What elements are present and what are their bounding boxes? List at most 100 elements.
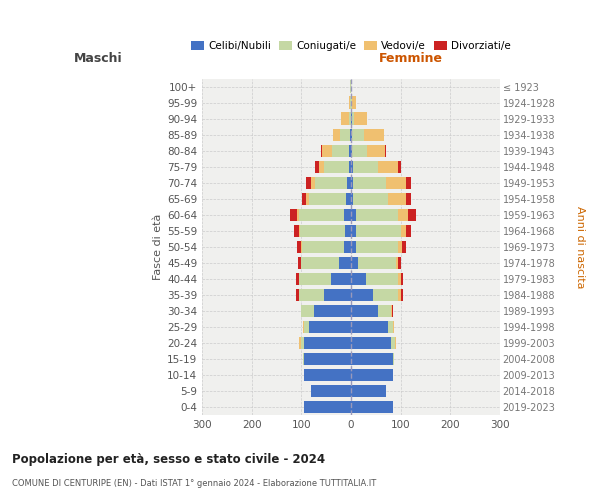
Bar	[351, 208, 356, 221]
Bar	[356, 208, 398, 221]
Bar	[323, 160, 349, 173]
Bar	[366, 272, 398, 285]
Bar	[319, 160, 323, 173]
Bar	[402, 240, 406, 253]
Y-axis label: Anni di nascita: Anni di nascita	[575, 206, 585, 288]
Bar	[311, 176, 315, 189]
Bar	[385, 144, 386, 157]
Bar	[298, 240, 301, 253]
Bar	[303, 321, 304, 334]
Bar	[367, 144, 385, 157]
Bar	[401, 272, 403, 285]
Bar	[351, 144, 352, 157]
Text: Maschi: Maschi	[74, 52, 122, 65]
Bar	[351, 321, 388, 334]
Bar	[398, 208, 408, 221]
Bar	[304, 321, 309, 334]
Bar	[306, 176, 311, 189]
Bar	[349, 96, 350, 109]
Bar	[309, 192, 346, 205]
Bar	[350, 96, 351, 109]
Bar	[364, 128, 384, 141]
Bar	[388, 321, 393, 334]
Bar	[351, 112, 352, 125]
Bar	[401, 288, 403, 301]
Bar	[351, 256, 358, 269]
Bar	[386, 176, 406, 189]
Bar	[304, 353, 351, 366]
Bar	[351, 128, 352, 141]
Bar	[351, 401, 393, 413]
Bar	[356, 224, 401, 237]
Bar	[299, 337, 301, 349]
Bar	[393, 353, 394, 366]
Bar	[296, 288, 299, 301]
Text: COMUNE DI CENTURIPE (EN) - Dati ISTAT 1° gennaio 2024 - Elaborazione TUTTITALIA.: COMUNE DI CENTURIPE (EN) - Dati ISTAT 1°…	[12, 479, 376, 488]
Bar	[351, 192, 353, 205]
Bar	[352, 128, 364, 141]
Bar	[351, 272, 366, 285]
Bar	[353, 160, 378, 173]
Bar	[391, 337, 395, 349]
Bar	[398, 272, 401, 285]
Text: Popolazione per età, sesso e stato civile - 2024: Popolazione per età, sesso e stato civil…	[12, 452, 325, 466]
Bar	[349, 160, 351, 173]
Bar	[395, 256, 398, 269]
Bar	[315, 176, 347, 189]
Bar	[351, 369, 393, 382]
Bar	[351, 240, 356, 253]
Bar	[338, 256, 351, 269]
Bar	[352, 112, 355, 125]
Bar	[393, 321, 394, 334]
Bar	[358, 256, 395, 269]
Bar	[408, 208, 416, 221]
Bar	[352, 96, 356, 109]
Bar	[351, 288, 373, 301]
Bar	[299, 288, 323, 301]
Bar	[332, 128, 340, 141]
Bar	[347, 176, 351, 189]
Bar	[378, 305, 391, 317]
Bar	[349, 144, 351, 157]
Bar	[301, 337, 304, 349]
Text: Femmine: Femmine	[379, 52, 443, 65]
Bar	[299, 208, 344, 221]
Bar	[302, 192, 307, 205]
Bar	[346, 192, 351, 205]
Bar	[296, 272, 299, 285]
Bar	[344, 208, 351, 221]
Bar	[398, 256, 401, 269]
Bar	[301, 256, 338, 269]
Bar	[309, 321, 351, 334]
Bar	[314, 305, 351, 317]
Bar	[398, 160, 401, 173]
Bar	[391, 305, 392, 317]
Bar	[351, 385, 386, 398]
Bar	[331, 272, 351, 285]
Bar	[304, 401, 351, 413]
Bar	[351, 176, 353, 189]
Bar	[388, 192, 406, 205]
Bar	[302, 240, 344, 253]
Bar	[304, 369, 351, 382]
Bar	[373, 288, 398, 301]
Bar	[301, 305, 314, 317]
Bar	[353, 192, 388, 205]
Bar	[298, 256, 301, 269]
Bar	[301, 224, 345, 237]
Bar	[351, 224, 356, 237]
Bar	[406, 176, 410, 189]
Bar	[299, 272, 331, 285]
Bar	[398, 288, 401, 301]
Bar	[340, 128, 350, 141]
Legend: Celibi/Nubili, Coniugati/e, Vedovi/e, Divorziati/e: Celibi/Nubili, Coniugati/e, Vedovi/e, Di…	[187, 37, 515, 55]
Bar	[351, 353, 393, 366]
Bar	[290, 208, 298, 221]
Bar	[350, 128, 351, 141]
Bar	[321, 144, 322, 157]
Bar	[307, 192, 309, 205]
Bar	[355, 112, 367, 125]
Bar	[351, 96, 352, 109]
Bar	[295, 224, 299, 237]
Bar	[315, 160, 319, 173]
